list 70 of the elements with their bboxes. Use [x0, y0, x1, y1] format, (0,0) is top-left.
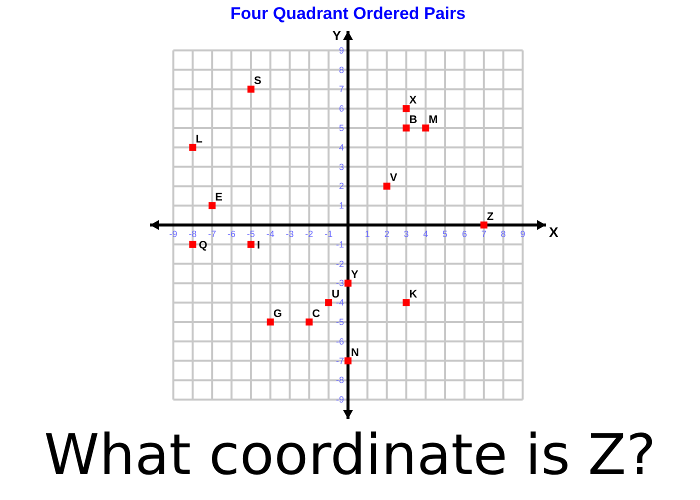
y-tick-label: -2: [336, 258, 344, 269]
x-tick-label: -6: [228, 229, 236, 239]
point: [402, 124, 410, 132]
x-tick-label: -4: [266, 229, 274, 239]
x-tick-label: 9: [520, 229, 526, 239]
annotation: Z: [486, 211, 494, 223]
annotation: N: [351, 346, 359, 359]
point: [344, 280, 352, 287]
annotation: E: [215, 192, 222, 204]
y-tick-label: 1: [338, 200, 344, 211]
x-tick-label: -8: [188, 229, 197, 239]
annotation: Y: [351, 269, 359, 282]
x-tick-label: 6: [462, 229, 467, 239]
y-tick-label: 9: [338, 45, 344, 56]
annotation: I: [256, 239, 260, 252]
x-tick-label: 5: [442, 229, 448, 239]
point: [208, 202, 216, 210]
point: [344, 357, 352, 364]
y-tick-label: -1: [336, 239, 344, 250]
x-tick-label: -1: [324, 229, 333, 239]
annotation: S: [254, 75, 262, 88]
annotation: B: [409, 114, 418, 126]
point: [480, 222, 488, 228]
y-tick-label: 3: [338, 162, 344, 172]
annotation: Q: [198, 239, 208, 252]
annotation: V: [390, 172, 398, 184]
point: [247, 240, 254, 248]
y-tick-label: 6: [338, 104, 344, 114]
x-axis-title: X: [549, 224, 559, 240]
chart-title: Four Quadrant Ordered Pairs: [230, 4, 466, 23]
x-tick-label: 8: [500, 229, 506, 239]
x-tick-label: -9: [169, 229, 178, 239]
point: [247, 86, 254, 93]
y-tick-label: 5: [338, 123, 344, 133]
y-tick-label: -3: [336, 278, 344, 288]
y-tick-label: 4: [338, 142, 344, 152]
annotation: G: [273, 308, 282, 320]
point: [402, 299, 410, 306]
point: [325, 299, 332, 306]
annotation: K: [409, 288, 418, 301]
point: [383, 182, 390, 190]
y-tick-label: -5: [336, 317, 344, 327]
y-tick-label: -7: [336, 356, 344, 366]
y-axis-title: Y: [332, 28, 342, 43]
x-tick-label: 4: [423, 229, 428, 239]
x-tick-label: 3: [404, 229, 409, 239]
y-tick-label: 2: [338, 181, 344, 192]
x-tick-label: 1: [364, 229, 370, 239]
point: [422, 124, 430, 132]
point: [306, 318, 313, 326]
text: What coordinate is Z?: [44, 423, 656, 488]
x-tick-label: -5: [246, 229, 255, 239]
x-tick-label: -3: [286, 229, 294, 239]
point: [189, 144, 196, 151]
y-tick-label: -9: [336, 394, 344, 405]
point: [266, 318, 274, 326]
point: [402, 105, 410, 112]
x-tick-label: -2: [305, 229, 314, 239]
y-tick-label: -6: [336, 336, 344, 346]
annotation: C: [312, 308, 320, 320]
y-tick-label: -8: [336, 375, 344, 386]
annotation: L: [196, 133, 203, 146]
y-tick-label: 7: [338, 84, 344, 94]
annotation: X: [409, 94, 418, 107]
x-tick-label: 2: [384, 229, 390, 239]
x-tick-label: -7: [208, 229, 216, 239]
point: [189, 240, 196, 248]
x-tick-label: 7: [481, 229, 486, 239]
annotation: M: [428, 114, 438, 126]
y-tick-label: 8: [338, 64, 344, 75]
